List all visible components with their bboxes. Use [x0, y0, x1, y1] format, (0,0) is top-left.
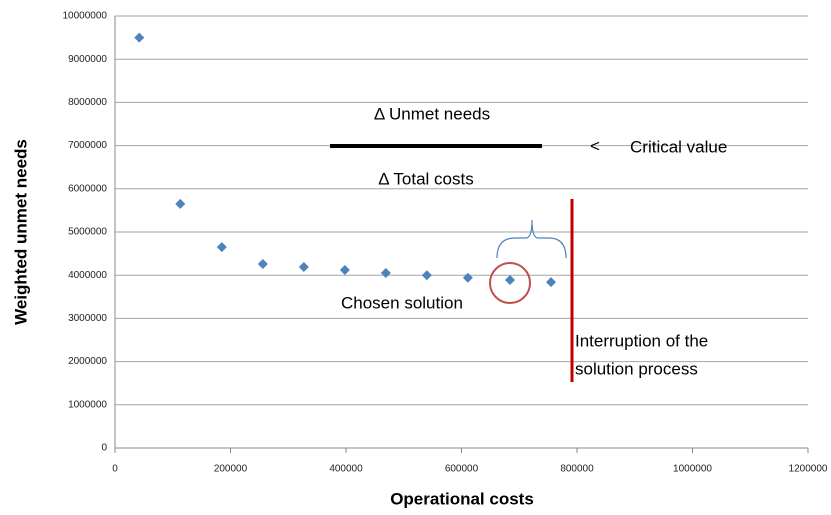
- chosen-circle: [489, 262, 531, 304]
- y-tick-label: 2000000: [68, 356, 107, 367]
- y-tick-label: 6000000: [68, 183, 107, 194]
- y-tick-label: 5000000: [68, 227, 107, 238]
- annotation: <: [590, 136, 600, 155]
- point: [175, 198, 186, 209]
- y-tick-label: 0: [101, 443, 107, 454]
- y-tick-label: 8000000: [68, 97, 107, 108]
- point: [257, 258, 268, 269]
- point: [216, 242, 227, 253]
- point: [380, 268, 391, 279]
- x-tick-label: 200000: [214, 464, 248, 475]
- annotation: Δ Total costs: [378, 169, 473, 188]
- y-axis-title: Weighted unmet needs: [11, 139, 30, 325]
- annotation: Critical value: [630, 137, 727, 156]
- point: [546, 277, 557, 288]
- annotation: solution process: [575, 359, 698, 378]
- annotation: Chosen solution: [341, 293, 463, 312]
- point: [339, 265, 350, 276]
- y-tick-label: 10000000: [63, 11, 108, 22]
- point: [298, 261, 309, 272]
- y-tick-label: 1000000: [68, 399, 107, 410]
- point: [505, 274, 516, 285]
- y-tick-label: 7000000: [68, 140, 107, 151]
- x-tick-label: 1200000: [789, 464, 828, 475]
- x-tick-label: 0: [112, 464, 118, 475]
- point: [421, 270, 432, 281]
- brace: [496, 219, 567, 259]
- x-tick-label: 800000: [560, 464, 594, 475]
- x-tick-label: 1000000: [673, 464, 712, 475]
- point: [462, 272, 473, 283]
- annotation: Δ Unmet needs: [374, 104, 490, 123]
- annotation: Interruption of the: [575, 331, 708, 350]
- y-tick-label: 4000000: [68, 270, 107, 281]
- x-axis-title: Operational costs: [390, 489, 534, 508]
- y-tick-label: 3000000: [68, 313, 107, 324]
- x-tick-label: 400000: [329, 464, 363, 475]
- y-tick-label: 9000000: [68, 54, 107, 65]
- point: [134, 32, 145, 43]
- x-tick-label: 600000: [445, 464, 479, 475]
